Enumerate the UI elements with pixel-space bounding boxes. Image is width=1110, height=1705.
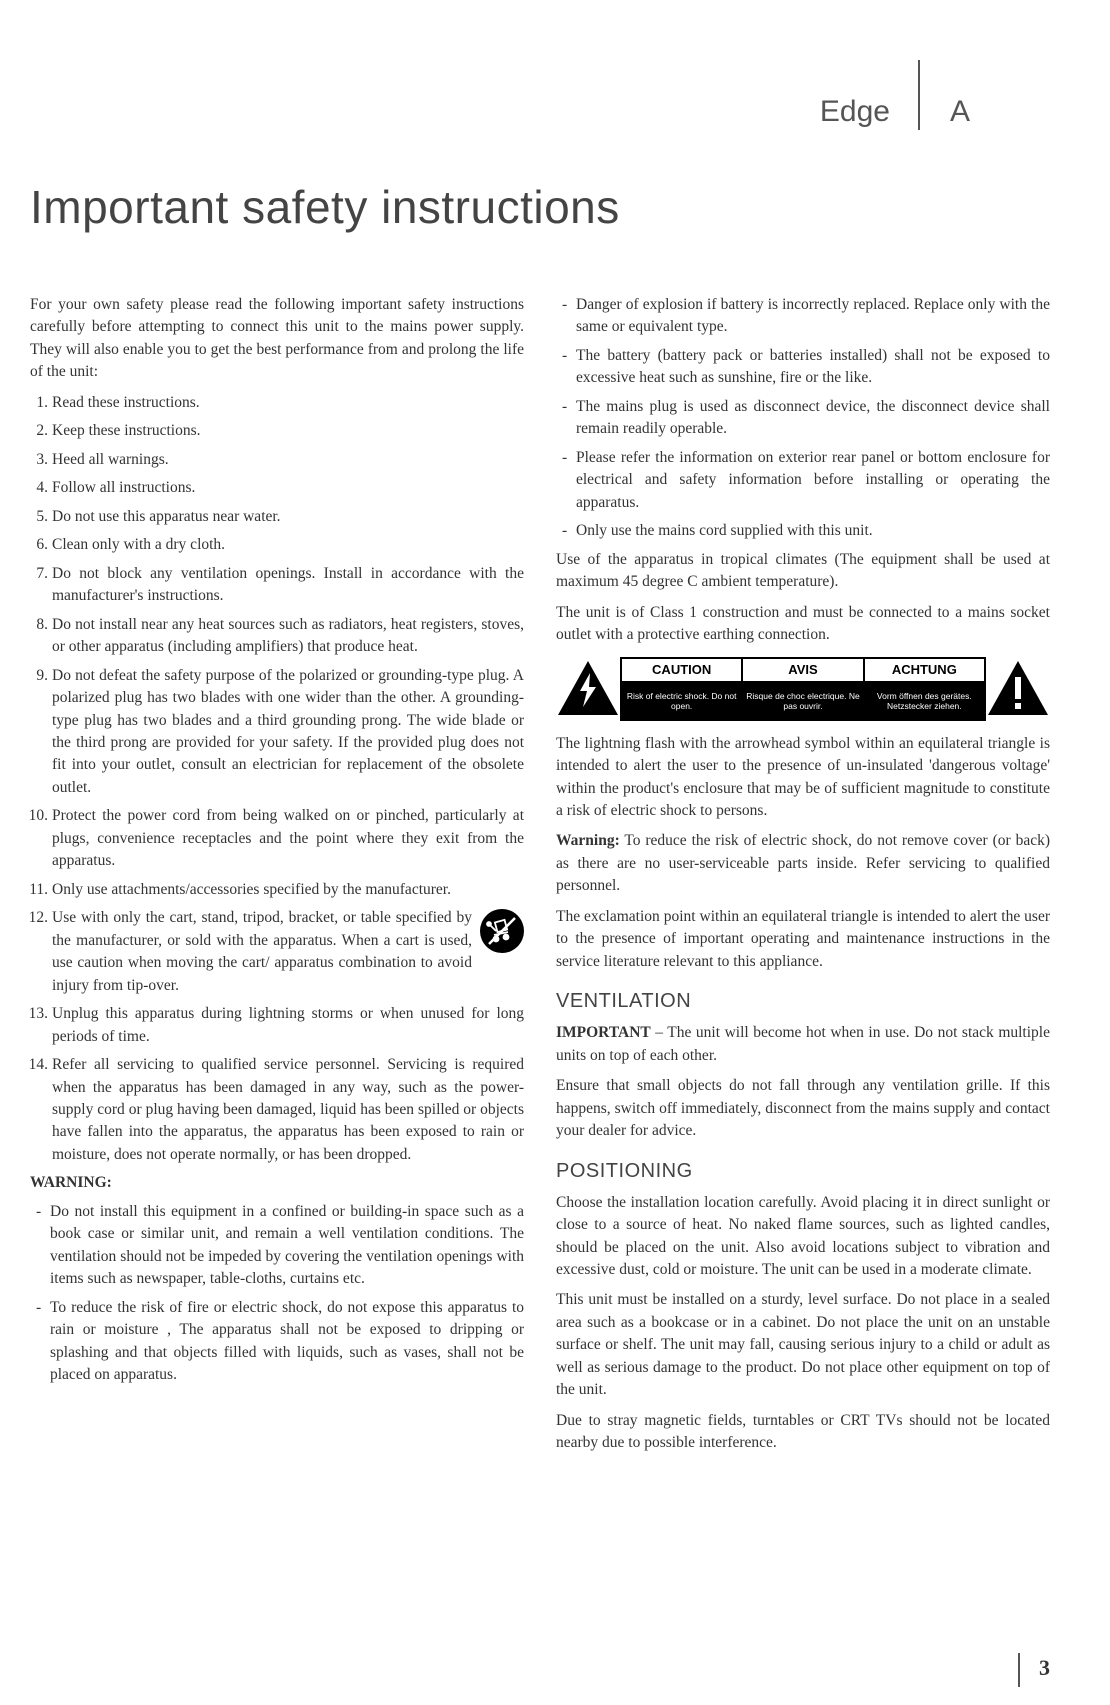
content-columns: For your own safety please read the foll… <box>30 294 1050 1463</box>
ventilation-heading: VENTILATION <box>556 987 1050 1016</box>
page-number: 3 <box>1039 1655 1050 1681</box>
caution-table: CAUTION Risk of electric shock. Do not o… <box>620 657 986 721</box>
ventilation-important: IMPORTANT – The unit will become hot whe… <box>556 1022 1050 1067</box>
paragraph: The exclamation point within an equilate… <box>556 906 1050 973</box>
paragraph: Choose the installation location careful… <box>556 1192 1050 1282</box>
paragraph: Ensure that small objects do not fall th… <box>556 1075 1050 1142</box>
right-column: Danger of explosion if battery is incorr… <box>556 294 1050 1463</box>
warning-heading: WARNING: <box>30 1172 524 1194</box>
page: Edge A Important safety instructions For… <box>0 0 1110 1705</box>
caution-column: AVIS Risque de choc electrique. Ne pas o… <box>743 659 864 719</box>
list-item: Please refer the information on exterior… <box>556 447 1050 514</box>
caution-body: Vorm öffnen des gerätes. Netzstecker zie… <box>865 683 984 718</box>
lightning-triangle-icon <box>556 657 620 721</box>
exclamation-triangle-icon <box>986 657 1050 721</box>
caution-label-graphic: CAUTION Risk of electric shock. Do not o… <box>556 657 1050 721</box>
paragraph: The lightning flash with the arrowhead s… <box>556 733 1050 823</box>
list-item: Do not defeat the safety purpose of the … <box>30 665 524 800</box>
list-item-text: Use with only the cart, stand, tripod, b… <box>52 909 472 993</box>
left-column: For your own safety please read the foll… <box>30 294 524 1463</box>
numbered-list: Read these instructions. Keep these inst… <box>30 392 524 1167</box>
list-item: Do not install near any heat sources suc… <box>30 614 524 659</box>
list-item: Unplug this apparatus during lightning s… <box>30 1003 524 1048</box>
caution-column: ACHTUNG Vorm öffnen des gerätes. Netzste… <box>865 659 984 719</box>
caution-column: CAUTION Risk of electric shock. Do not o… <box>622 659 743 719</box>
list-item: Danger of explosion if battery is incorr… <box>556 294 1050 339</box>
list-item: The mains plug is used as disconnect dev… <box>556 396 1050 441</box>
list-item: Do not install this equipment in a confi… <box>30 1201 524 1291</box>
list-item: Heed all warnings. <box>30 449 524 471</box>
list-item: Do not use this apparatus near water. <box>30 506 524 528</box>
positioning-heading: POSITIONING <box>556 1157 1050 1186</box>
cart-tip-icon <box>480 909 524 953</box>
list-item: Do not block any ventilation openings. I… <box>30 563 524 608</box>
important-bold: IMPORTANT <box>556 1024 651 1041</box>
page-title: Important safety instructions <box>30 180 1050 234</box>
list-item: Only use the mains cord supplied with th… <box>556 520 1050 542</box>
warning-text: To reduce the risk of electric shock, do… <box>556 832 1050 894</box>
caution-head: ACHTUNG <box>865 659 984 684</box>
list-item: Only use attachments/accessories specifi… <box>30 879 524 901</box>
warning-list-right: Danger of explosion if battery is incorr… <box>556 294 1050 543</box>
paragraph: Use of the apparatus in tropical climate… <box>556 549 1050 594</box>
list-item-cart: Use with only the cart, stand, tripod, b… <box>30 907 524 997</box>
header-model: A <box>950 95 970 129</box>
list-item: Keep these instructions. <box>30 420 524 442</box>
paragraph: Due to stray magnetic fields, turntables… <box>556 1410 1050 1455</box>
header-divider <box>918 60 920 130</box>
intro-paragraph: For your own safety please read the foll… <box>30 294 524 384</box>
header-brand: Edge <box>820 95 890 129</box>
list-item: Clean only with a dry cloth. <box>30 534 524 556</box>
paragraph: This unit must be installed on a sturdy,… <box>556 1289 1050 1401</box>
paragraph: The unit is of Class 1 construction and … <box>556 602 1050 647</box>
warning-paragraph: Warning: To reduce the risk of electric … <box>556 830 1050 897</box>
caution-head: AVIS <box>743 659 862 684</box>
list-item: To reduce the risk of fire or electric s… <box>30 1297 524 1387</box>
list-item: Read these instructions. <box>30 392 524 414</box>
list-item: The battery (battery pack or batteries i… <box>556 345 1050 390</box>
warning-list-left: Do not install this equipment in a confi… <box>30 1201 524 1387</box>
caution-body: Risque de choc electrique. Ne pas ouvrir… <box>743 683 862 718</box>
list-item: Protect the power cord from being walked… <box>30 805 524 872</box>
warning-bold: Warning: <box>556 832 620 849</box>
caution-body: Risk of electric shock. Do not open. <box>622 683 741 718</box>
footer-divider <box>1018 1653 1020 1687</box>
list-item: Refer all servicing to qualified service… <box>30 1054 524 1166</box>
caution-head: CAUTION <box>622 659 741 684</box>
list-item: Follow all instructions. <box>30 477 524 499</box>
